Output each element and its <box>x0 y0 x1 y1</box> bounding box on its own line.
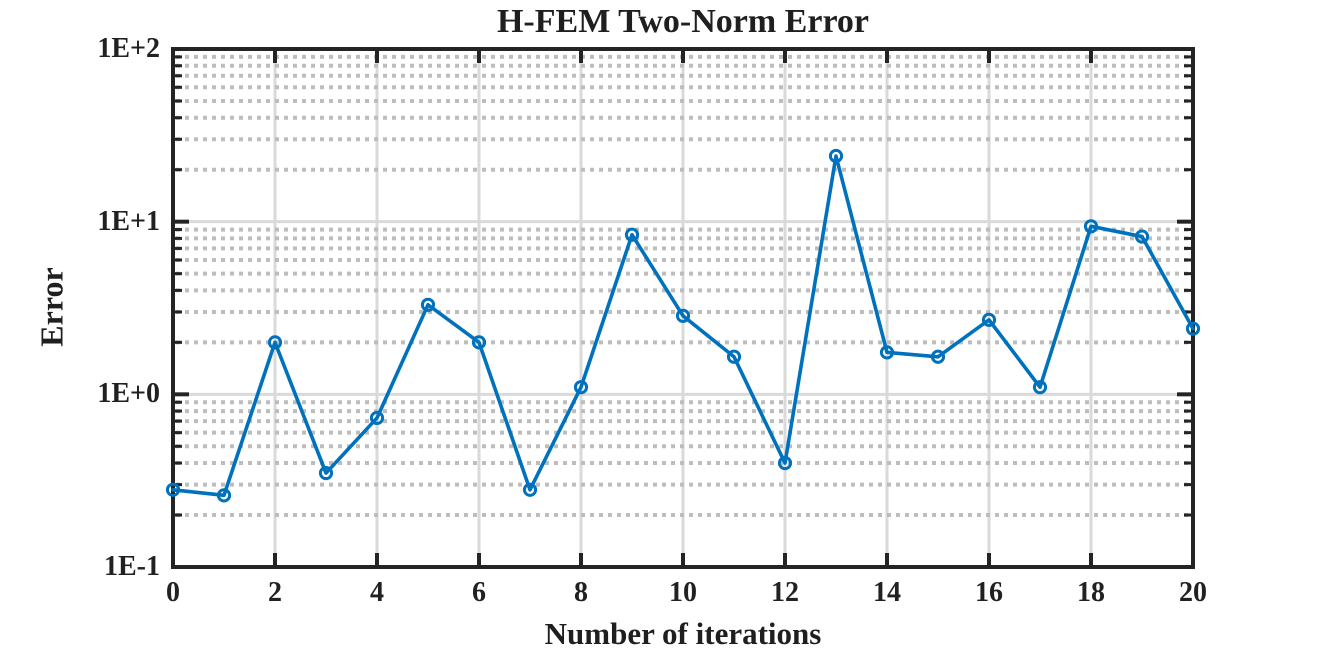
data-point-marker <box>522 482 538 497</box>
data-point-marker <box>777 455 793 471</box>
x-tick-label: 16 <box>975 577 1003 608</box>
data-point-marker <box>981 312 997 327</box>
data-point-marker <box>879 345 895 360</box>
data-point-marker <box>165 482 181 497</box>
axes-box <box>171 47 1195 569</box>
data-point-marker <box>1134 229 1150 244</box>
data-point-marker <box>828 148 844 164</box>
data-point-marker <box>573 380 589 395</box>
y-tick-label: 1E+2 <box>97 33 160 64</box>
data-point-marker <box>216 488 232 503</box>
data-point-marker <box>471 335 487 350</box>
y-axis-label: Error <box>33 267 70 347</box>
chart-title: H-FEM Two-Norm Error <box>496 3 870 40</box>
data-point-marker <box>1185 321 1201 336</box>
x-tick-label: 18 <box>1077 577 1105 608</box>
data-point-marker <box>318 465 334 481</box>
data-point-marker <box>420 297 436 312</box>
x-tick-label: 6 <box>472 577 486 608</box>
data-point-marker <box>1083 219 1099 234</box>
data-point-marker <box>369 410 385 426</box>
x-tick-label: 2 <box>268 577 282 608</box>
data-point-marker <box>930 349 946 364</box>
x-tick-label: 10 <box>669 577 697 608</box>
x-tick-label: 4 <box>370 577 384 608</box>
x-axis-label: Number of iterations <box>544 616 822 651</box>
y-tick-label: 1E+1 <box>97 205 160 237</box>
y-tick-label: 1E-1 <box>104 551 160 582</box>
data-point-marker <box>624 227 640 242</box>
data-point-marker <box>675 308 691 323</box>
x-tick-label: 8 <box>574 577 588 608</box>
x-tick-label: 12 <box>771 577 799 608</box>
data-point-marker <box>726 349 742 364</box>
data-point-marker <box>1032 380 1048 395</box>
data-point-marker <box>267 335 283 350</box>
data-series-line <box>171 154 1195 498</box>
y-tick-label: 1E+0 <box>97 378 160 410</box>
x-tick-label: 14 <box>873 577 901 608</box>
x-tick-label: 0 <box>166 577 180 608</box>
x-tick-label: 20 <box>1179 577 1207 608</box>
